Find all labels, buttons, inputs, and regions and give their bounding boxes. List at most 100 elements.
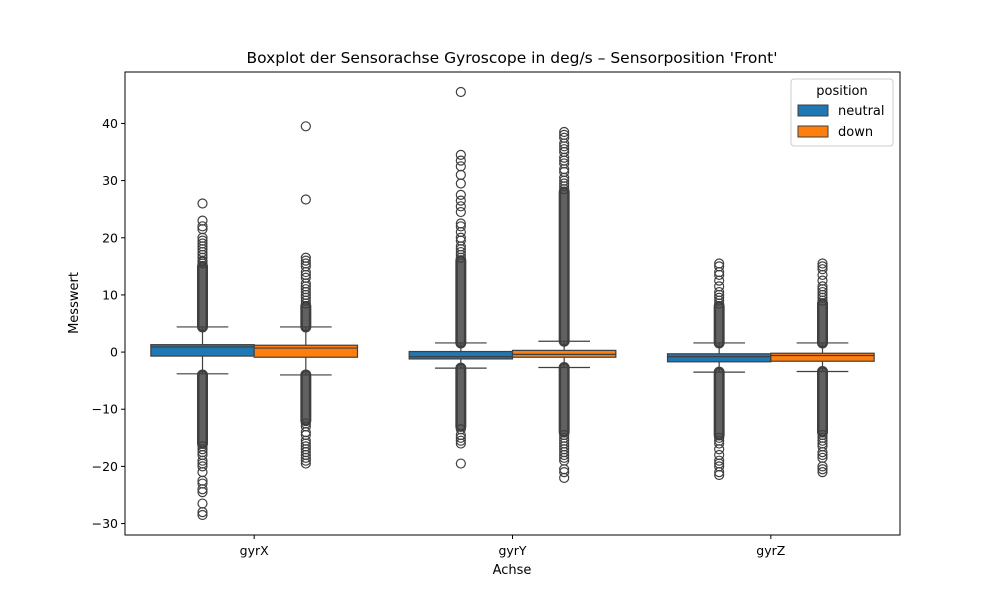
- outlier-point: [714, 444, 725, 455]
- outlier-point: [300, 458, 311, 469]
- y-tick-label: 0: [110, 345, 118, 360]
- outlier-point: [300, 194, 311, 205]
- outlier-point: [455, 149, 466, 160]
- x-tick-label: gyrY: [498, 543, 526, 558]
- outlier-point: [300, 295, 311, 306]
- box-neutral-gyrY: [408, 86, 514, 469]
- outlier-point: [714, 455, 725, 466]
- outlier-point: [817, 289, 828, 301]
- y-tick-label: 20: [102, 230, 118, 245]
- legend-swatch-down: [797, 125, 829, 138]
- outlier-point: [455, 155, 466, 166]
- outlier-point: [300, 298, 311, 309]
- outlier-point: [714, 432, 725, 443]
- outlier-point: [817, 461, 828, 472]
- plot-frame: [124, 71, 901, 536]
- outlier-point: [197, 258, 208, 269]
- outlier-point: [455, 438, 466, 449]
- outlier-point: [817, 449, 828, 461]
- outlier-point: [714, 438, 725, 449]
- outlier-point: [197, 498, 208, 509]
- plot-data-layer: [150, 86, 875, 521]
- outlier-point: [714, 469, 725, 481]
- x-tick-label: gyrX: [240, 543, 269, 558]
- outlier-point: [714, 269, 725, 281]
- box-down-gyrY: [511, 126, 617, 483]
- outlier-point: [197, 487, 208, 498]
- y-axis-title: Messwert: [67, 272, 82, 334]
- outlier-point: [455, 161, 466, 172]
- legend-label-neutral: neutral: [838, 104, 885, 119]
- outlier-point: [455, 178, 466, 189]
- x-tick-label: gyrZ: [756, 543, 785, 558]
- chart-title: Boxplot der Sensorachse Gyroscope in deg…: [246, 49, 777, 67]
- outlier-point: [300, 266, 311, 278]
- legend-label-down: down: [838, 125, 873, 140]
- x-axis-title: Achse: [493, 563, 532, 578]
- outlier-point: [455, 195, 466, 206]
- outlier-point: [300, 452, 311, 463]
- outlier-point: [559, 472, 570, 483]
- outlier-point: [817, 295, 828, 306]
- iqr-box: [666, 353, 772, 363]
- outlier-point: [455, 189, 466, 200]
- outlier-point: [455, 458, 466, 469]
- outlier-point: [559, 126, 570, 138]
- outlier-point: [559, 181, 570, 192]
- y-tick-label: −20: [92, 459, 118, 474]
- y-tick-label: 30: [102, 173, 118, 188]
- outlier-point: [817, 258, 828, 269]
- outlier-point: [300, 292, 311, 303]
- outlier-point: [817, 464, 828, 475]
- outlier-point: [817, 435, 828, 446]
- outlier-point: [714, 275, 725, 286]
- outlier-point: [817, 264, 828, 275]
- outlier-point: [455, 246, 466, 258]
- outlier-point: [559, 452, 570, 463]
- outlier-point: [197, 455, 208, 466]
- legend-title: position: [816, 84, 868, 99]
- outlier-point: [455, 221, 466, 232]
- outlier-point: [455, 206, 466, 218]
- outlier-point: [817, 269, 828, 281]
- box-neutral-gyrX: [150, 198, 255, 521]
- outlier-point: [300, 255, 311, 266]
- outlier-point: [197, 461, 208, 472]
- outlier-point: [197, 507, 208, 518]
- outlier-point: [455, 201, 466, 212]
- outlier-point: [197, 509, 208, 521]
- outlier-point: [559, 449, 570, 461]
- outlier-point: [714, 298, 725, 309]
- outlier-point: [559, 152, 570, 163]
- outlier-point: [197, 221, 208, 232]
- outlier-point: [197, 198, 208, 209]
- iqr-box: [770, 352, 875, 362]
- outlier-point: [197, 444, 208, 455]
- box-down-gyrX: [253, 121, 359, 469]
- legend-swatch-neutral: [797, 104, 829, 117]
- outlier-point: [455, 169, 466, 180]
- y-axis: −30 −20 −10 0 10 20 30 40: [92, 116, 125, 531]
- y-tick-label: −10: [92, 402, 118, 417]
- outlier-point: [197, 484, 208, 495]
- outlier-point: [300, 455, 311, 466]
- outlier-point: [559, 184, 570, 195]
- iqr-box: [253, 344, 359, 358]
- outlier-point: [714, 467, 725, 478]
- y-tick-label: 40: [102, 116, 118, 131]
- outlier-point: [455, 249, 466, 261]
- iqr-box: [408, 350, 514, 360]
- box-down-gyrZ: [770, 258, 875, 478]
- outlier-point: [455, 252, 466, 263]
- outlier-point: [817, 447, 828, 458]
- legend: position neutral down: [790, 78, 894, 147]
- outlier-point: [559, 141, 570, 152]
- outlier-point: [559, 467, 570, 478]
- y-tick-label: 10: [102, 287, 118, 302]
- outlier-point: [817, 292, 828, 303]
- outlier-point: [714, 295, 725, 306]
- outlier-point: [817, 467, 828, 478]
- y-tick-label: −30: [92, 516, 118, 531]
